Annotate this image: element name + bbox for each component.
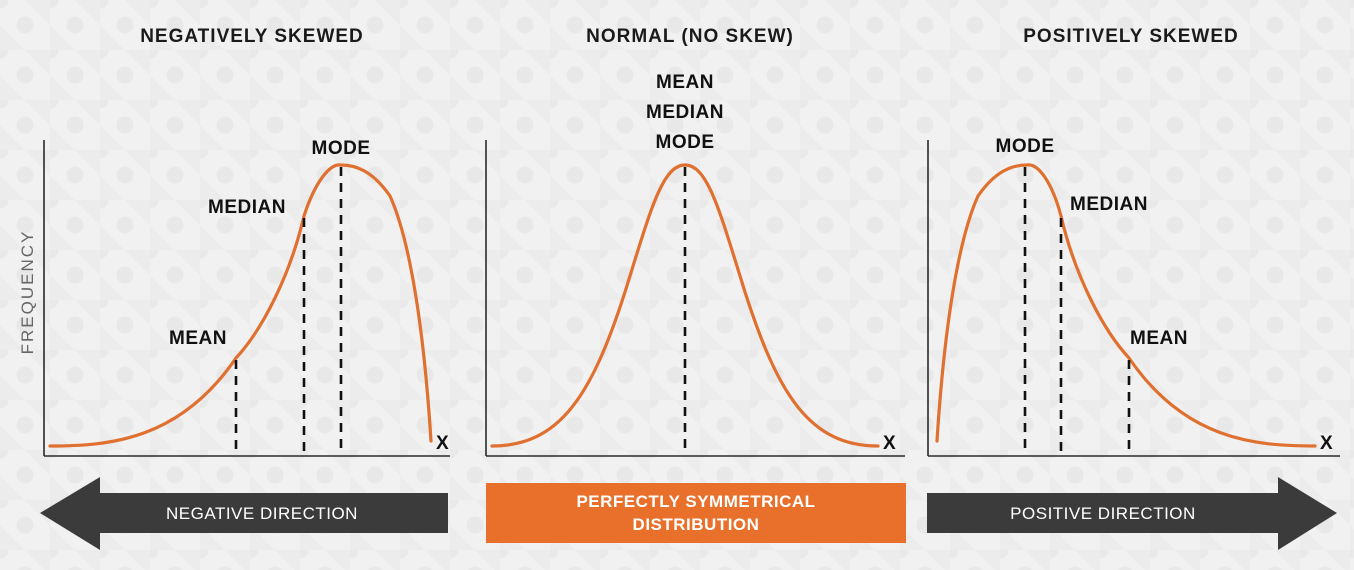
positive-skew-curve (935, 163, 1317, 448)
panel-normal: NORMAL (NO SKEW) X MEAN MEDIAN MODE (485, 26, 905, 457)
mode-label-normal: MODE (656, 132, 715, 153)
negative-skew-curve (48, 163, 433, 448)
center-box-line2: DISTRIBUTION (633, 515, 760, 534)
median-label-normal: MEDIAN (646, 102, 724, 123)
median-label-positive: MEDIAN (1070, 194, 1148, 215)
normal-curve (490, 163, 880, 448)
positive-direction-arrow: POSITIVE DIRECTION (927, 477, 1337, 550)
center-box-line1: PERFECTLY SYMMETRICAL (576, 492, 815, 511)
mean-label-positive: MEAN (1130, 328, 1188, 349)
panel-positively-skewed: POSITIVELY SKEWED X MODE MEDIAN MEAN (927, 26, 1340, 457)
x-axis-label-normal: X (883, 433, 896, 454)
panel-title-negative: NEGATIVELY SKEWED (140, 26, 364, 47)
mode-label-negative: MODE (312, 138, 371, 159)
left-arrow-shape (40, 477, 448, 550)
symmetrical-distribution-box: PERFECTLY SYMMETRICAL DISTRIBUTION (486, 483, 906, 543)
panel-negatively-skewed: NEGATIVELY SKEWED FREQUENCY X MODE MEDIA… (18, 26, 450, 457)
mean-label-negative: MEAN (169, 328, 227, 349)
positive-direction-label: POSITIVE DIRECTION (1010, 504, 1196, 523)
x-axis-label-negative: X (436, 433, 449, 454)
right-arrow-shape (927, 477, 1337, 550)
x-axis-label-positive: X (1320, 433, 1333, 454)
mode-label-positive: MODE (996, 136, 1055, 157)
mean-label-normal: MEAN (656, 72, 714, 93)
negative-direction-arrow: NEGATIVE DIRECTION (40, 477, 448, 550)
panel-title-positive: POSITIVELY SKEWED (1023, 26, 1239, 47)
negative-direction-label: NEGATIVE DIRECTION (166, 504, 358, 523)
median-label-negative: MEDIAN (208, 197, 286, 218)
y-axis-label: FREQUENCY (18, 230, 37, 355)
center-box-shape (486, 483, 906, 543)
panel-title-normal: NORMAL (NO SKEW) (586, 26, 794, 47)
